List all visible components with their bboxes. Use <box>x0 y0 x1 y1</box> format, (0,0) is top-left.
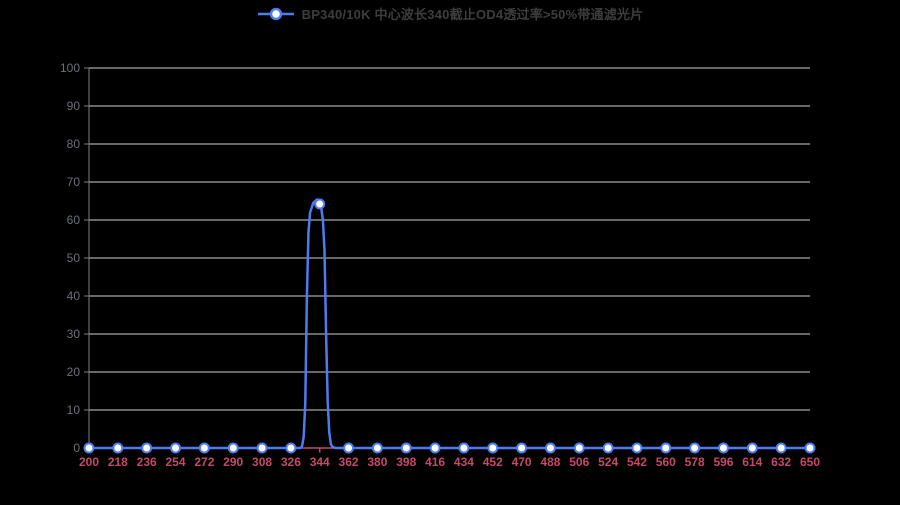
data-point-marker[interactable] <box>544 442 556 454</box>
x-tick-label: 524 <box>598 455 618 469</box>
x-tick-label: 344 <box>310 455 330 469</box>
y-tick-label: 30 <box>67 327 81 341</box>
x-tick-label: 272 <box>194 455 214 469</box>
y-tick-label: 70 <box>67 175 81 189</box>
x-tick-label: 596 <box>713 455 733 469</box>
y-tick-label: 10 <box>67 403 81 417</box>
data-point-marker[interactable] <box>227 442 239 454</box>
data-point-marker[interactable] <box>112 442 124 454</box>
data-point-marker[interactable] <box>400 442 412 454</box>
y-tick-label: 100 <box>60 61 80 75</box>
x-tick-label: 488 <box>540 455 560 469</box>
data-point-marker[interactable] <box>256 442 268 454</box>
x-tick-label: 200 <box>79 455 99 469</box>
x-tick-label: 506 <box>569 455 589 469</box>
data-point-marker[interactable] <box>458 442 470 454</box>
y-tick-label: 90 <box>67 99 81 113</box>
x-tick-label: 236 <box>137 455 157 469</box>
y-tick-label: 80 <box>67 137 81 151</box>
x-tick-label: 650 <box>800 455 820 469</box>
x-tick-label: 398 <box>396 455 416 469</box>
y-tick-label: 40 <box>67 289 81 303</box>
x-tick-label: 632 <box>771 455 791 469</box>
data-point-marker[interactable] <box>487 442 499 454</box>
data-point-marker[interactable] <box>371 442 383 454</box>
data-point-marker[interactable] <box>198 442 210 454</box>
x-tick-label: 362 <box>339 455 359 469</box>
x-tick-label: 452 <box>483 455 503 469</box>
x-tick-label: 308 <box>252 455 272 469</box>
data-point-marker[interactable] <box>660 442 672 454</box>
x-tick-label: 416 <box>425 455 445 469</box>
y-tick-label: 20 <box>67 365 81 379</box>
x-tick-label: 542 <box>627 455 647 469</box>
data-point-marker[interactable] <box>689 442 701 454</box>
data-point-marker[interactable] <box>717 442 729 454</box>
x-tick-label: 380 <box>367 455 387 469</box>
data-point-marker[interactable] <box>804 442 816 454</box>
x-tick-label: 254 <box>166 455 186 469</box>
data-point-marker[interactable] <box>170 442 182 454</box>
data-point-marker[interactable] <box>746 442 758 454</box>
x-tick-label: 578 <box>685 455 705 469</box>
x-tick-label: 218 <box>108 455 128 469</box>
x-tick-label: 560 <box>656 455 676 469</box>
x-tick-label: 434 <box>454 455 474 469</box>
x-tick-label: 290 <box>223 455 243 469</box>
legend-marker-icon <box>257 7 294 20</box>
data-point-marker[interactable] <box>602 442 614 454</box>
data-point-marker[interactable] <box>429 442 441 454</box>
x-tick-label: 614 <box>742 455 762 469</box>
data-point-marker[interactable] <box>631 442 643 454</box>
legend-label: BP340/10K 中心波长340截止OD4透过率>50%带通滤光片 <box>301 7 644 22</box>
legend-item[interactable]: BP340/10K 中心波长340截止OD4透过率>50%带通滤光片 <box>0 4 900 23</box>
data-point-marker[interactable] <box>83 442 95 454</box>
data-point-marker[interactable] <box>314 198 326 210</box>
y-tick-label: 60 <box>67 213 81 227</box>
x-tick-label: 470 <box>512 455 532 469</box>
data-point-marker[interactable] <box>285 442 297 454</box>
data-point-marker[interactable] <box>141 442 153 454</box>
data-point-marker[interactable] <box>775 442 787 454</box>
data-point-marker[interactable] <box>573 442 585 454</box>
x-tick-label: 326 <box>281 455 301 469</box>
data-point-marker[interactable] <box>516 442 528 454</box>
data-point-marker[interactable] <box>343 442 355 454</box>
series-line <box>87 198 812 450</box>
y-tick-label: 0 <box>73 441 80 455</box>
y-tick-label: 50 <box>67 251 81 265</box>
